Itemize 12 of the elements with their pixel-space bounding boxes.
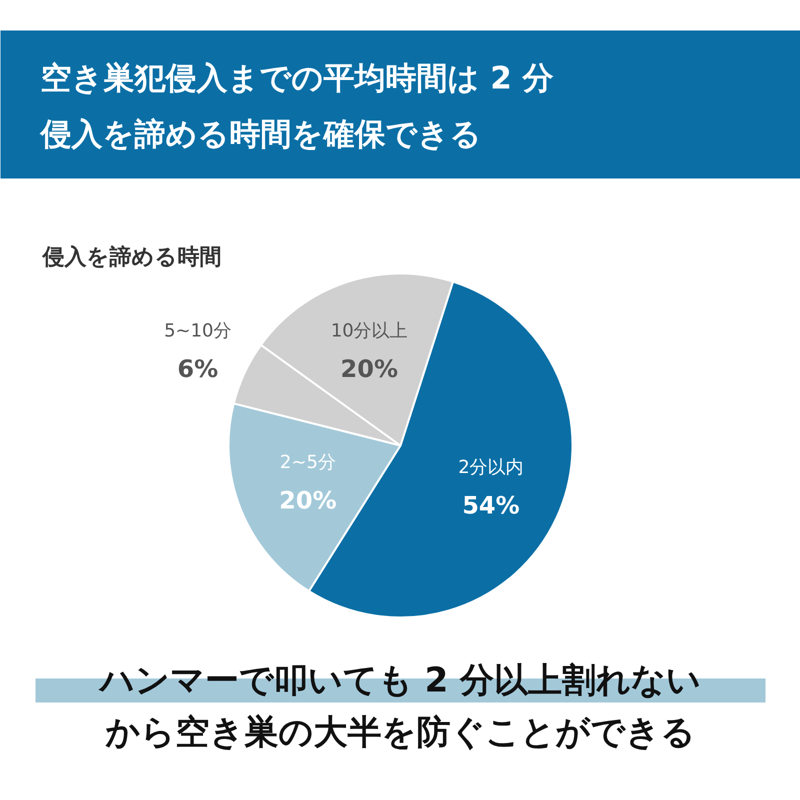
slice-label: 5~10分	[164, 320, 232, 342]
slice-label: 2分以内	[458, 457, 524, 478]
data-label: 54%	[462, 492, 520, 520]
text: から空き巣の大半を防ぐことができる	[104, 712, 696, 752]
data-label: 20%	[279, 486, 337, 515]
text: ハンマーで叩いても 2 分以上割れない	[98, 660, 702, 700]
chart-subtitle: 侵入を諦める時間	[42, 244, 222, 270]
data-label: 20%	[340, 354, 398, 383]
data-label: 6%	[177, 355, 218, 384]
slice-label: 10分以上	[330, 320, 408, 342]
slice-label: 2~5分	[280, 452, 336, 474]
chart-title: 空き巣犯侵入までの平均時間は 2 分侵入を諦める時間を確保できる	[40, 60, 554, 152]
